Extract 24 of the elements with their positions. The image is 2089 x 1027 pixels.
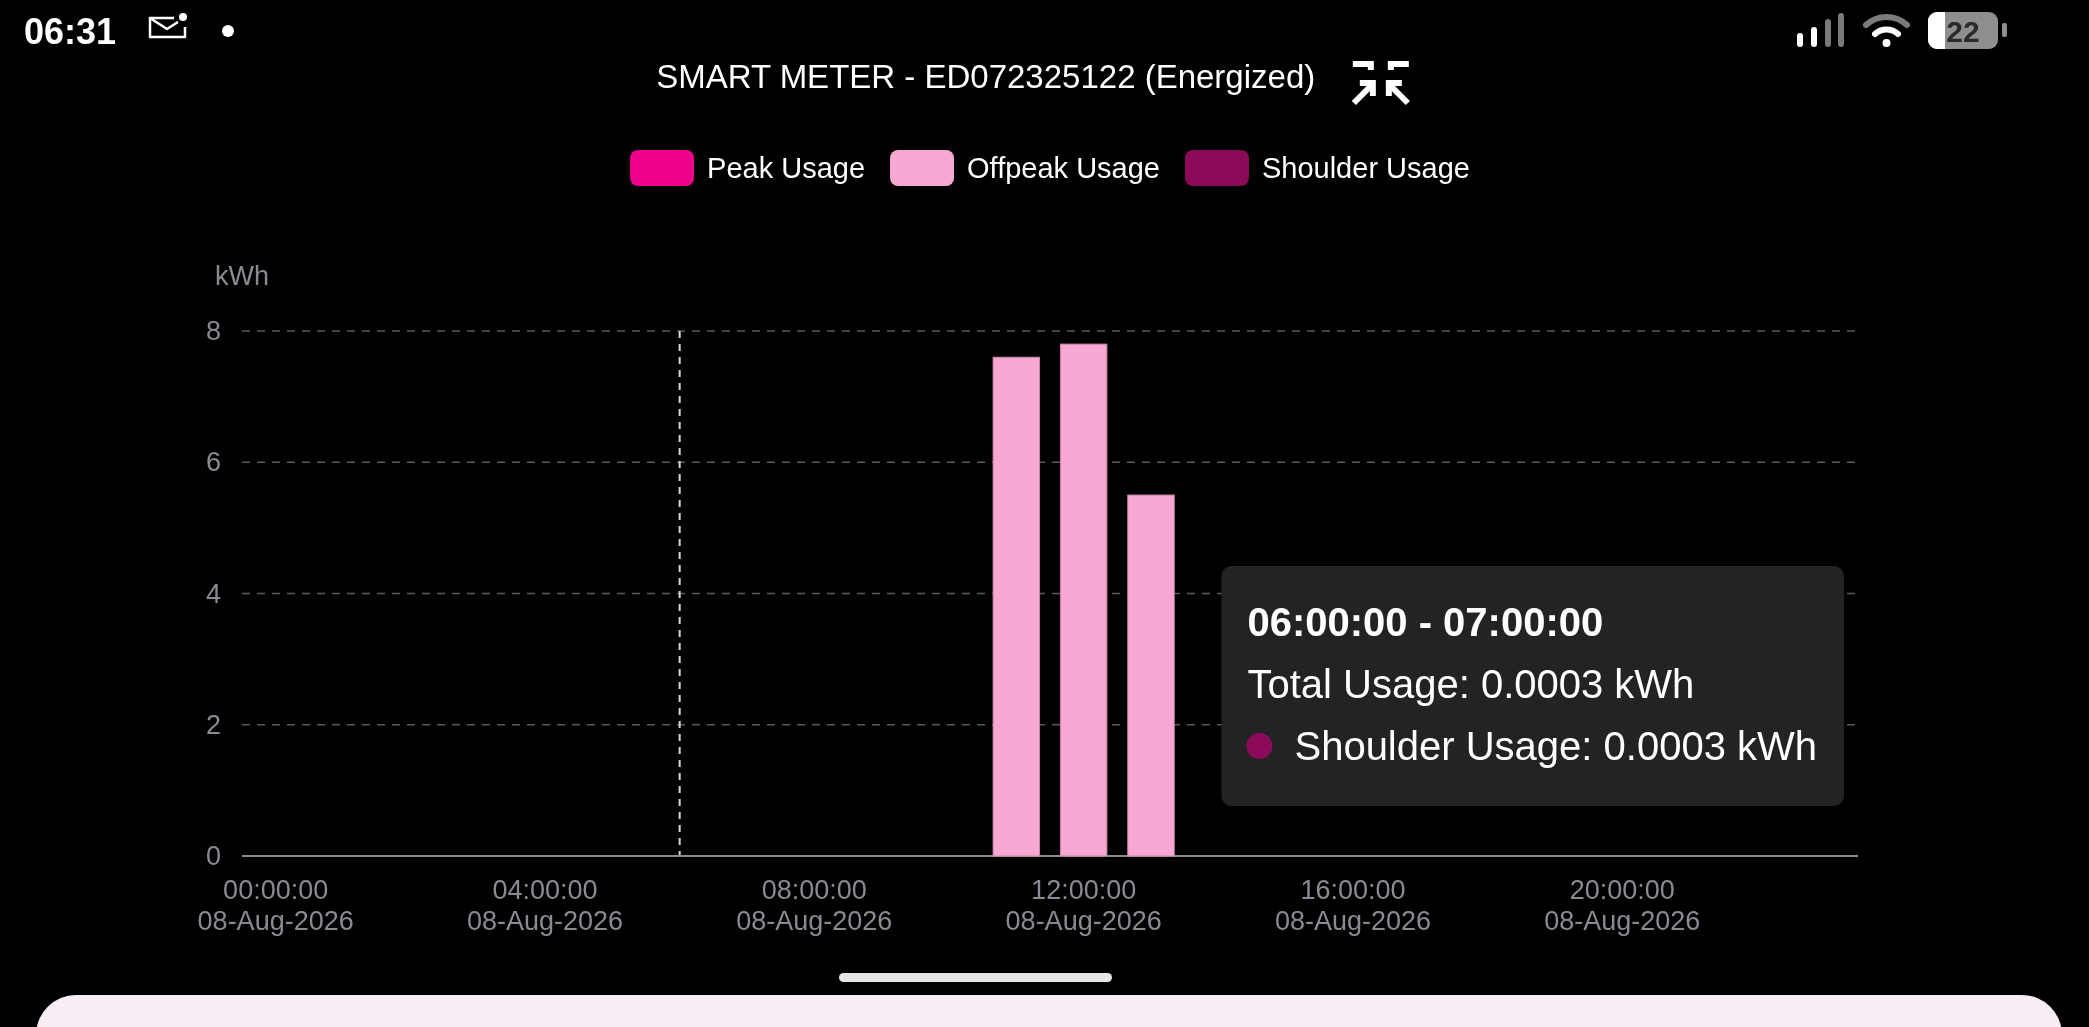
y-tick-label: 6 <box>205 447 221 478</box>
y-tick-label: 8 <box>205 316 221 346</box>
x-tick-label: 20:00:00 08-Aug-2026 <box>1544 875 1701 936</box>
bar <box>1127 494 1175 857</box>
x-tick-label: 16:00:00 08-Aug-2026 <box>1274 875 1432 936</box>
annotation: Shoulder Usage: 0.0003 kWh <box>1294 724 1818 768</box>
text: 06:31 <box>24 10 117 52</box>
chart-title: SMART METER - ED072325122 (Energized) <box>656 57 1316 95</box>
legend-label: Offpeak Usage <box>967 152 1160 184</box>
y-tick-label: 0 <box>205 841 221 871</box>
annotation: Total Usage: 0.0003 kWh <box>1247 662 1695 706</box>
x-tick-label: 12:00:00 08-Aug-2026 <box>1005 875 1162 936</box>
x-tick-label: 04:00:00 08-Aug-2026 <box>466 875 624 936</box>
legend-label: Peak Usage <box>707 152 866 184</box>
bar <box>992 356 1041 857</box>
bar <box>1059 343 1108 857</box>
x-tick-label: 00:00:00 08-Aug-2026 <box>197 875 354 936</box>
annotation: 06:00:00 - 07:00:00 <box>1247 600 1604 644</box>
x-tick-label: 08:00:00 08-Aug-2026 <box>736 875 893 936</box>
legend-label: Shoulder Usage <box>1261 152 1470 184</box>
text: 22 <box>1946 14 1980 48</box>
y-axis-title: kWh <box>215 261 269 291</box>
y-tick-label: 2 <box>205 709 221 740</box>
y-tick-label: 4 <box>205 578 221 609</box>
